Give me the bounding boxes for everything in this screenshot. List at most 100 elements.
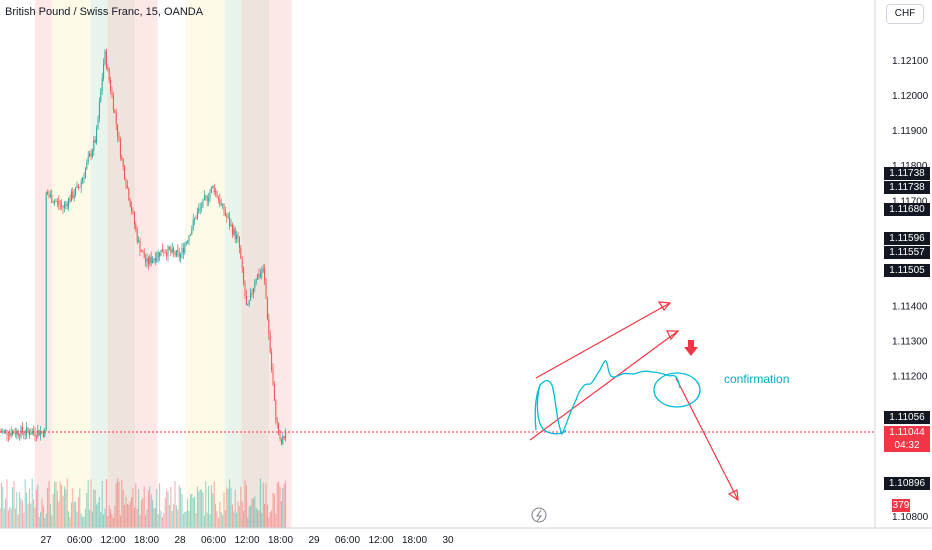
candle-132 [184, 241, 186, 256]
candle-183 [255, 278, 257, 285]
volume-bar-153 [213, 481, 215, 528]
volume-bar-89 [124, 504, 126, 528]
volume-bar-115 [160, 510, 162, 528]
candle-86 [119, 136, 121, 161]
x-tick-label-10: 12:00 [368, 535, 393, 546]
volume-bar-126 [175, 505, 177, 528]
drop-arrow-line[interactable] [675, 377, 739, 501]
volume-bar-6 [7, 510, 9, 528]
candle-61 [84, 166, 86, 180]
volume-bar-25 [34, 507, 36, 528]
candle-72 [100, 87, 102, 103]
volume-bar-78 [108, 505, 110, 528]
volume-bar-174 [243, 511, 245, 528]
candle-14 [19, 433, 21, 441]
x-tick-label-11: 18:00 [402, 535, 427, 546]
candle-24 [33, 425, 35, 436]
drop-arrowhead [727, 489, 739, 502]
candle-2 [2, 428, 4, 435]
candle-135 [188, 234, 190, 246]
lower-channel-arrowhead [666, 330, 680, 341]
volume-bar-176 [245, 484, 247, 528]
volume-bar-105 [146, 508, 148, 528]
candle-32 [44, 427, 46, 438]
candle-36 [49, 190, 51, 199]
candle-116 [161, 243, 163, 253]
candle-29 [40, 426, 42, 441]
candle-108 [150, 251, 152, 267]
candle-9 [12, 429, 14, 437]
y-tick-label-3: 1.11800 [892, 161, 928, 172]
volume-bar-113 [157, 514, 159, 528]
volume-bar-58 [80, 513, 82, 528]
candle-89 [124, 164, 126, 181]
volume-bar-152 [212, 493, 214, 528]
candle-37 [51, 189, 53, 204]
confirmation-circle[interactable] [653, 372, 701, 408]
candle-142 [198, 203, 200, 215]
volume-bar-181 [252, 498, 254, 528]
volume-bar-5 [6, 479, 8, 528]
x-tick-label-1: 06:00 [67, 535, 92, 546]
x-tick-label-0: 27 [40, 535, 52, 546]
volume-bar-106 [147, 490, 149, 528]
lightning-icon[interactable] [531, 507, 547, 523]
candle-149 [208, 193, 210, 207]
candle-186 [259, 268, 261, 279]
volume-bar-112 [156, 489, 158, 528]
candle-129 [180, 252, 182, 263]
volume-bar-198 [276, 482, 278, 528]
candle-44 [61, 198, 63, 210]
volume-bar-61 [84, 508, 86, 528]
candle-79 [110, 76, 112, 95]
x-tick-label-5: 06:00 [201, 535, 226, 546]
lower-channel-line[interactable] [529, 330, 679, 441]
candle-134 [187, 239, 189, 245]
y-tick-label-9: 1.10800 [892, 512, 929, 523]
candle-165 [230, 218, 232, 228]
volume-bar-76 [105, 478, 107, 528]
candle-6 [7, 432, 9, 442]
volume-bar-18 [24, 479, 26, 528]
candle-5 [6, 429, 8, 442]
volume-bar-19 [26, 492, 28, 528]
hand-drawn-curve[interactable] [534, 360, 681, 436]
candle-31 [42, 429, 44, 438]
volume-bar-178 [248, 506, 250, 528]
upper-channel-line[interactable] [535, 302, 671, 379]
candle-17 [23, 430, 25, 439]
volume-bar-82 [114, 505, 116, 528]
volume-bar-102 [142, 498, 144, 528]
candle-12 [16, 428, 18, 440]
currency-button[interactable]: CHF [886, 4, 924, 24]
volume-bar-131 [182, 513, 184, 528]
volume-bar-149 [208, 485, 210, 528]
volume-bar-119 [166, 490, 168, 528]
volume-bar-28 [38, 517, 40, 528]
candle-114 [159, 252, 161, 262]
confirmation-label: confirmation [724, 372, 790, 386]
volume-bar-164 [229, 479, 231, 528]
volume-bar-177 [247, 517, 249, 528]
volume-bar-154 [215, 503, 217, 528]
user-drawings[interactable] [529, 301, 739, 502]
candle-150 [209, 189, 211, 203]
volume-bar-125 [174, 481, 176, 528]
session-band-0 [34, 0, 52, 528]
candle-39 [54, 198, 56, 207]
candle-148 [206, 194, 208, 207]
candle-7 [9, 429, 11, 441]
chart-title: British Pound / Swiss Franc, 15, OANDA [5, 6, 204, 18]
x-tick-label-6: 12:00 [234, 535, 259, 546]
volume-bar-151 [210, 485, 212, 528]
candle-189 [264, 264, 266, 286]
candle-26 [35, 434, 37, 442]
candle-92 [128, 187, 130, 201]
volume-bar-123 [171, 510, 173, 528]
volume-bar-163 [227, 488, 229, 528]
candle-80 [111, 86, 113, 99]
volume-bar-69 [96, 504, 98, 528]
volume-bar-165 [230, 487, 232, 528]
candle-110 [153, 257, 155, 264]
